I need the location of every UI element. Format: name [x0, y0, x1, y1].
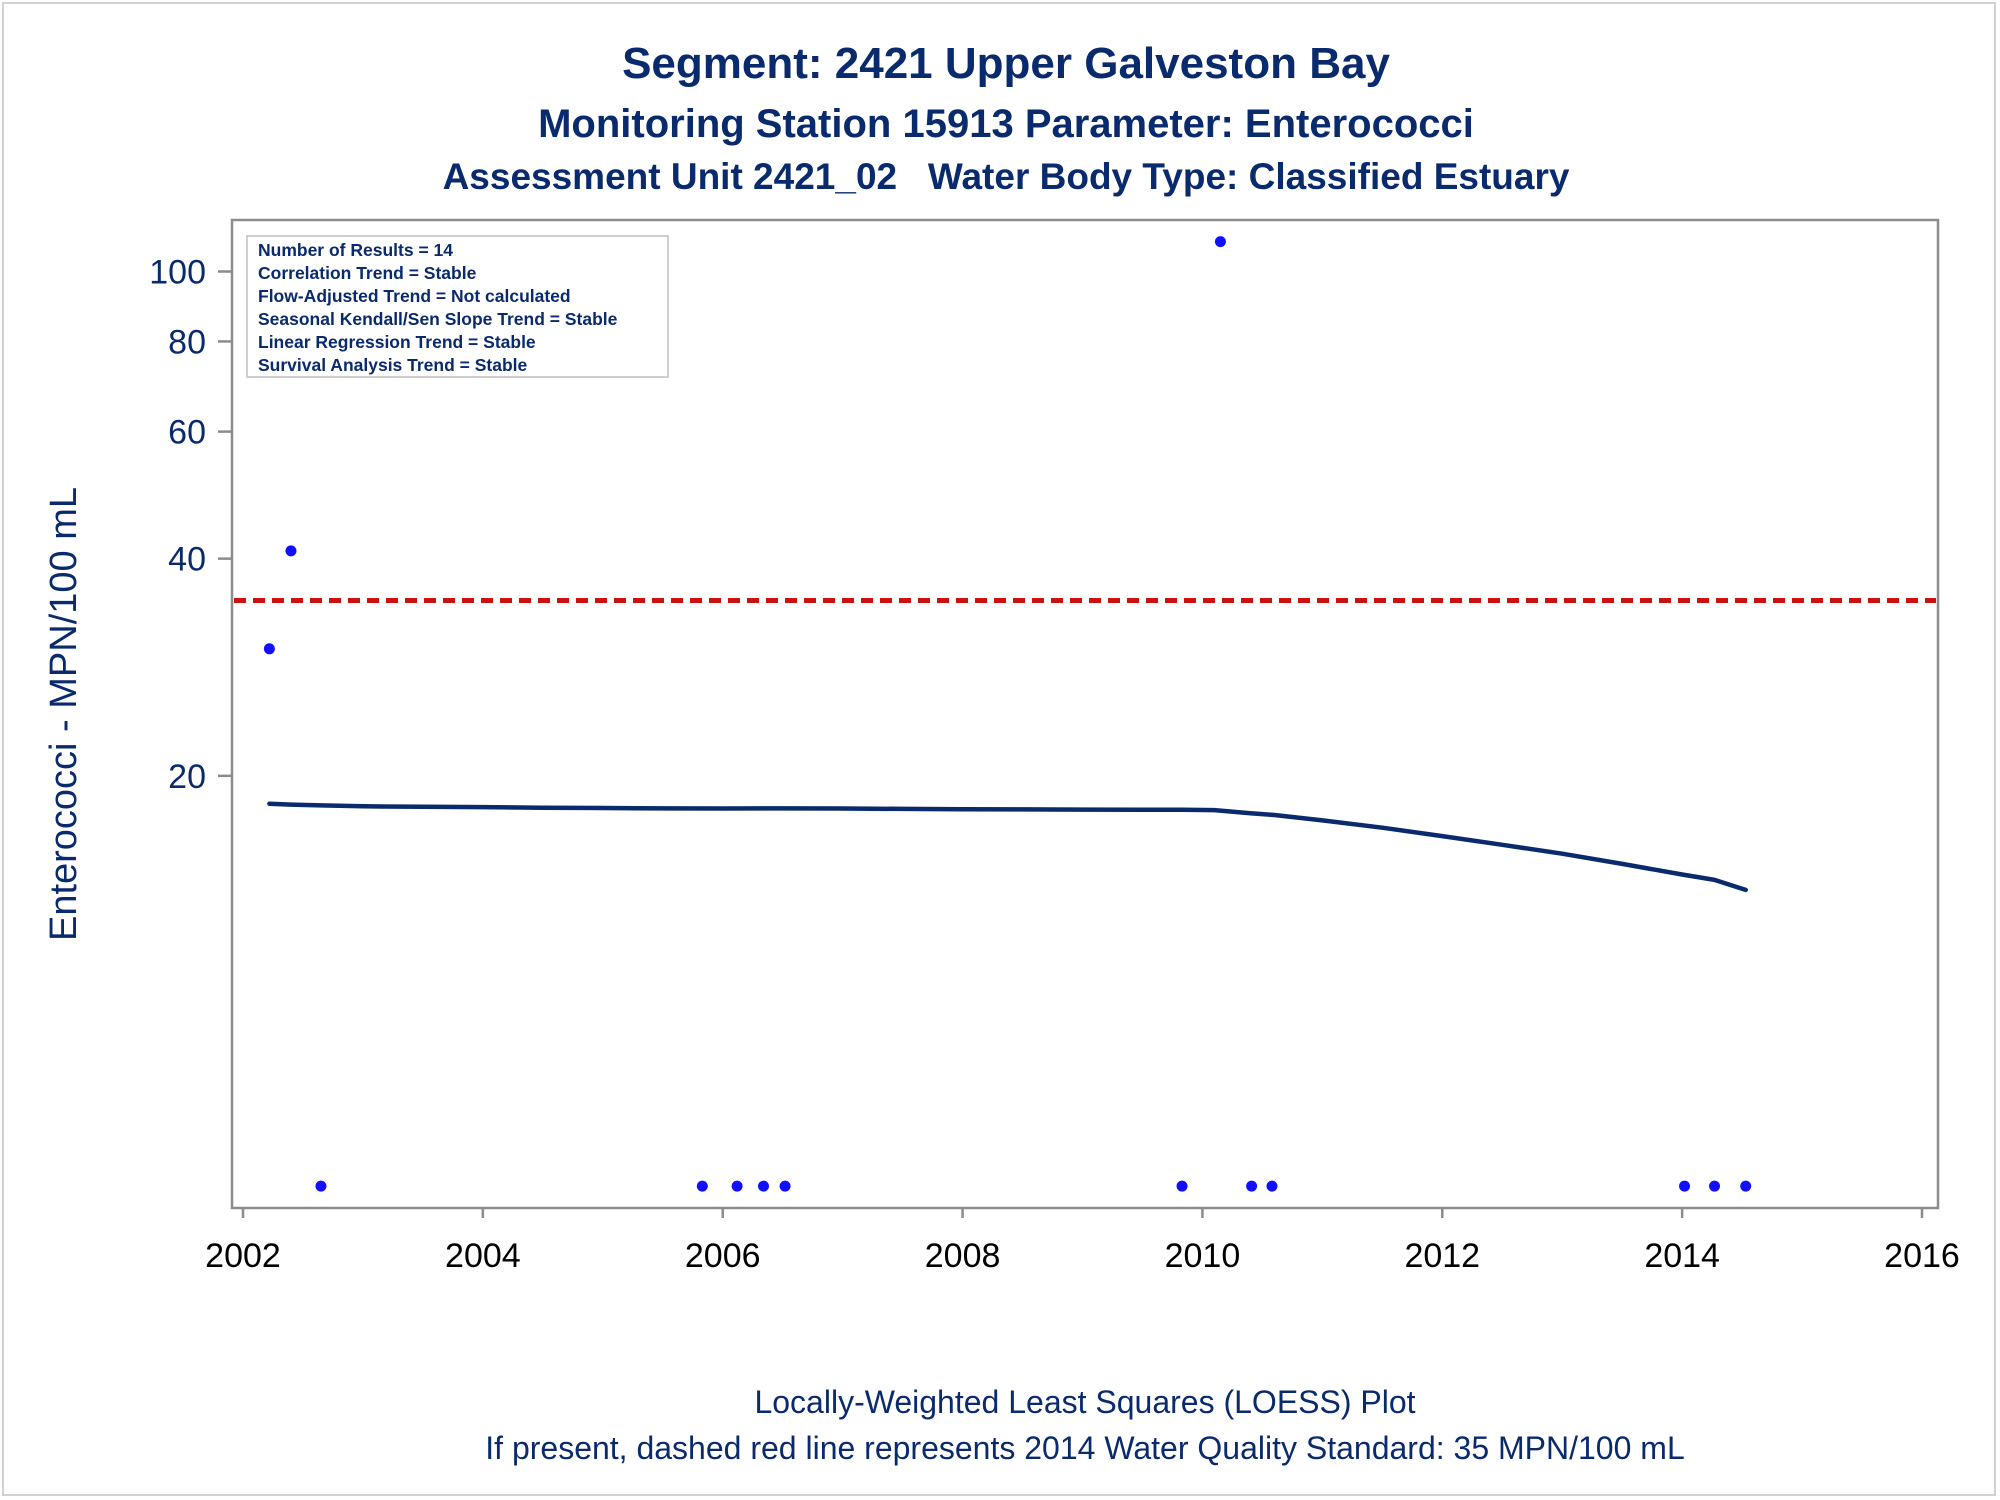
y-tick-label: 60	[168, 414, 206, 452]
x-tick-label: 2012	[1404, 1237, 1480, 1275]
data-point	[315, 1180, 327, 1192]
plot-area	[230, 218, 1940, 1210]
data-point	[779, 1180, 791, 1192]
stats-line: Correlation Trend = Stable	[258, 263, 477, 283]
data-point	[1709, 1180, 1721, 1192]
y-tick-label: 80	[168, 323, 206, 361]
x-tick-label: 2010	[1165, 1237, 1241, 1275]
stats-box	[246, 235, 669, 378]
data-point	[1246, 1180, 1258, 1192]
data-point	[1176, 1180, 1188, 1192]
data-point	[285, 545, 297, 557]
data-point	[1740, 1180, 1752, 1192]
data-point	[757, 1180, 769, 1192]
stats-line: Seasonal Kendall/Sen Slope Trend = Stabl…	[258, 309, 618, 329]
x-tick-label: 2006	[685, 1237, 761, 1275]
chart-subtitle-station: Monitoring Station 15913 Parameter: Ente…	[538, 102, 1474, 146]
chart-title: Segment: 2421 Upper Galveston Bay	[622, 39, 1390, 88]
x-tick-label: 2014	[1644, 1237, 1720, 1275]
stats-line: Linear Regression Trend = Stable	[258, 332, 536, 352]
data-point	[1214, 236, 1226, 248]
y-tick-label: 100	[149, 254, 206, 292]
data-point	[1679, 1180, 1691, 1192]
stats-line: Flow-Adjusted Trend = Not calculated	[258, 286, 571, 306]
x-tick-label: 2016	[1884, 1237, 1960, 1275]
y-axis-label: Enterococci - MPN/100 mL	[43, 487, 85, 941]
footnote-loess: Locally-Weighted Least Squares (LOESS) P…	[754, 1384, 1415, 1420]
data-point	[263, 643, 275, 655]
x-tick-label: 2008	[925, 1237, 1001, 1275]
loess-trend-line	[267, 801, 1748, 893]
data-point	[731, 1180, 743, 1192]
stats-line: Survival Analysis Trend = Stable	[258, 355, 528, 375]
x-tick-label: 2004	[445, 1237, 521, 1275]
footnote-standard: If present, dashed red line represents 2…	[485, 1430, 1684, 1466]
stats-line: Number of Results = 14	[258, 240, 453, 260]
data-point	[696, 1180, 708, 1192]
y-tick-label: 40	[168, 541, 206, 579]
chart-marks: 2002 2004 2006 2008 2010 2012 2014 2016 20 40 60 80…	[149, 236, 1960, 1275]
y-tick-label: 20	[168, 758, 206, 796]
chart-subtitle-assessment: Assessment Unit 2421_02 Water Body Type:…	[443, 156, 1570, 197]
data-point	[1266, 1180, 1278, 1192]
x-tick-label: 2002	[205, 1237, 281, 1275]
